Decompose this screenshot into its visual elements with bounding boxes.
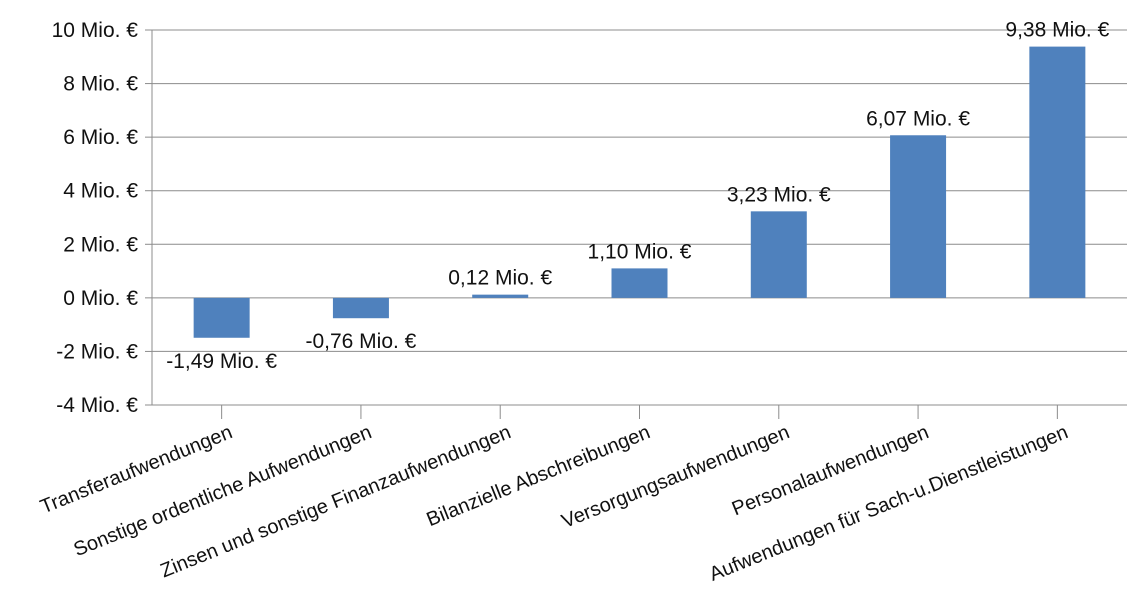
data-label-1: -1,49 Mio. € bbox=[166, 350, 277, 373]
y-tick-label: 4 Mio. € bbox=[63, 180, 138, 203]
gridlines bbox=[152, 29, 1127, 406]
data-label-4: 1,10 Mio. € bbox=[588, 240, 692, 263]
y-tick-label: 0 Mio. € bbox=[63, 287, 138, 310]
bar-3 bbox=[472, 294, 529, 298]
axes bbox=[145, 29, 1058, 419]
y-tick-label: -2 Mio. € bbox=[56, 340, 138, 363]
bar-7 bbox=[1029, 46, 1086, 298]
category-label-4: Bilanzielle Abschreibungen bbox=[423, 421, 653, 531]
data-label-2: -0,76 Mio. € bbox=[305, 330, 416, 353]
bar-6 bbox=[890, 135, 947, 298]
y-tick-label: 6 Mio. € bbox=[63, 126, 138, 149]
y-tick-label: -4 Mio. € bbox=[56, 394, 138, 417]
y-tick-label: 10 Mio. € bbox=[52, 19, 139, 42]
data-label-5: 3,23 Mio. € bbox=[727, 183, 831, 206]
data-label-3: 0,12 Mio. € bbox=[448, 267, 552, 290]
y-tick-label: 8 Mio. € bbox=[63, 73, 138, 96]
bar-1 bbox=[193, 297, 250, 338]
y-tick-labels: 10 Mio. € 8 Mio. € 6 Mio. € 4 Mio. € 2 Mio. … bbox=[52, 19, 139, 417]
data-label-6: 6,07 Mio. € bbox=[866, 107, 970, 130]
bar-2 bbox=[332, 297, 389, 319]
data-labels: -1,49 Mio. € -0,76 Mio. € 0,12 Mio. € 1,10 … bbox=[166, 19, 1109, 373]
category-label-5: Versorgungsaufwendungen bbox=[559, 421, 793, 533]
bar-4 bbox=[611, 268, 668, 298]
bars bbox=[193, 46, 1086, 338]
data-label-7: 9,38 Mio. € bbox=[1005, 19, 1109, 42]
y-tick-label: 2 Mio. € bbox=[63, 233, 138, 256]
bar-5 bbox=[750, 211, 807, 298]
